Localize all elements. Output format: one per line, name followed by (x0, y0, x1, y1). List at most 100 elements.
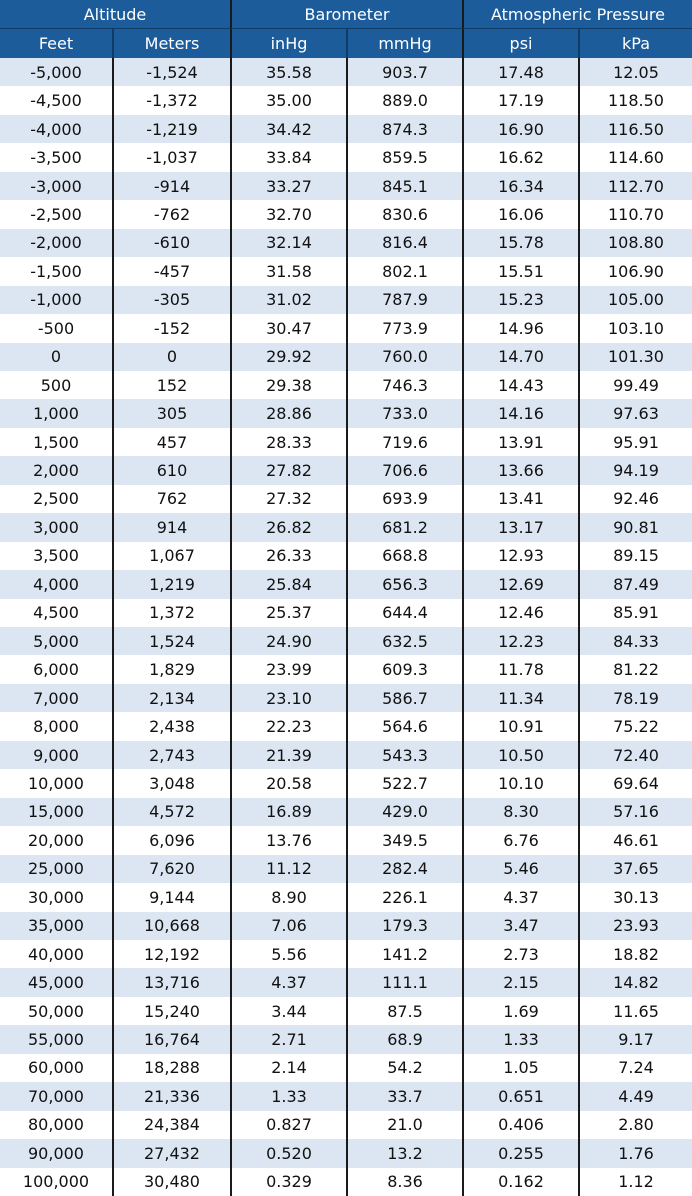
table-cell: 12.69 (462, 570, 578, 599)
table-cell: 30.13 (578, 883, 692, 912)
table-cell: 0.651 (462, 1082, 578, 1111)
table-cell: 10,668 (112, 911, 230, 940)
table-cell: 152 (112, 370, 230, 400)
table-cell: 610 (112, 456, 230, 485)
table-cell: 2,438 (112, 712, 230, 741)
table-cell: 37.65 (578, 854, 692, 884)
table-cell: 5.46 (462, 854, 578, 884)
table-cell: 8.36 (346, 1167, 462, 1196)
table-cell: 1,372 (112, 598, 230, 627)
table-cell: 26.33 (230, 541, 346, 571)
table-cell: 2,134 (112, 683, 230, 713)
table-cell: 681.2 (346, 513, 462, 542)
table-cell: 54.2 (346, 1053, 462, 1083)
table-cell: 15,000 (0, 797, 112, 827)
table-cell: 2,743 (112, 740, 230, 770)
table-cell: 22.23 (230, 712, 346, 741)
table-cell: 543.3 (346, 740, 462, 770)
table-cell: 68.9 (346, 1025, 462, 1054)
group-header: Barometer (230, 0, 462, 29)
table-cell: 802.1 (346, 257, 462, 286)
table-cell: 29.38 (230, 370, 346, 400)
table-cell: 8.90 (230, 883, 346, 912)
table-cell: 1.12 (578, 1167, 692, 1196)
table-cell: 14.82 (578, 968, 692, 997)
table-cell: 26.82 (230, 513, 346, 542)
table-cell: 13,716 (112, 968, 230, 997)
table-cell: 23.10 (230, 683, 346, 713)
table-cell: 733.0 (346, 399, 462, 428)
table-cell: 1.76 (578, 1139, 692, 1168)
table-cell: 1,524 (112, 627, 230, 656)
table-cell: -1,000 (0, 285, 112, 315)
table-cell: 108.80 (578, 228, 692, 258)
table-cell: 87.49 (578, 570, 692, 599)
table-cell: 668.8 (346, 541, 462, 571)
table-cell: 1.69 (462, 996, 578, 1026)
table-cell: 95.91 (578, 427, 692, 457)
table-cell: 0 (112, 342, 230, 371)
table-cell: 78.19 (578, 683, 692, 713)
table-cell: 787.9 (346, 285, 462, 315)
table-cell: 4,500 (0, 598, 112, 627)
table-cell: 24,384 (112, 1110, 230, 1140)
table-cell: 16.06 (462, 200, 578, 229)
table-cell: 1.05 (462, 1053, 578, 1083)
table-cell: 914 (112, 513, 230, 542)
table-cell: 14.43 (462, 370, 578, 400)
column-header: inHg (230, 29, 346, 58)
table-cell: 1,000 (0, 399, 112, 428)
column-header: kPa (578, 29, 692, 58)
table-cell: 24.90 (230, 627, 346, 656)
table-cell: 1,219 (112, 570, 230, 599)
table-cell: 4,572 (112, 797, 230, 827)
table-cell: 6,096 (112, 826, 230, 855)
table-cell: 773.9 (346, 314, 462, 343)
table-cell: 45,000 (0, 968, 112, 997)
table-cell: 32.14 (230, 228, 346, 258)
table-cell: 116.50 (578, 114, 692, 144)
table-cell: 100,000 (0, 1167, 112, 1196)
table-cell: 27.32 (230, 484, 346, 514)
table-cell: 586.7 (346, 683, 462, 713)
table-cell: 11.65 (578, 996, 692, 1026)
table-cell: 70,000 (0, 1082, 112, 1111)
table-cell: 845.1 (346, 171, 462, 201)
table-cell: 762 (112, 484, 230, 514)
table-cell: 2.14 (230, 1053, 346, 1083)
table-cell: 60,000 (0, 1053, 112, 1083)
table-cell: 112.70 (578, 171, 692, 201)
column-header: Feet (0, 29, 112, 58)
table-cell: 13.76 (230, 826, 346, 855)
table-cell: 6.76 (462, 826, 578, 855)
table-cell: 17.48 (462, 58, 578, 87)
table-cell: 3.47 (462, 911, 578, 940)
table-cell: 1.33 (230, 1082, 346, 1111)
table-cell: 3,048 (112, 769, 230, 798)
table-cell: 85.91 (578, 598, 692, 627)
table-cell: 859.5 (346, 143, 462, 172)
table-cell: 28.86 (230, 399, 346, 428)
column-header: psi (462, 29, 578, 58)
table-cell: 0.827 (230, 1110, 346, 1140)
table-cell: 3,500 (0, 541, 112, 571)
table-cell: 889.0 (346, 86, 462, 115)
table-cell: 35,000 (0, 911, 112, 940)
table-cell: 7.06 (230, 911, 346, 940)
table-cell: -1,500 (0, 257, 112, 286)
table-cell: 10.50 (462, 740, 578, 770)
table-cell: -4,000 (0, 114, 112, 144)
table-cell: 15.51 (462, 257, 578, 286)
table-cell: 141.2 (346, 939, 462, 969)
table-cell: 10.91 (462, 712, 578, 741)
table-cell: 5,000 (0, 627, 112, 656)
table-cell: 99.49 (578, 370, 692, 400)
table-cell: 12.46 (462, 598, 578, 627)
table-cell: 55,000 (0, 1025, 112, 1054)
table-cell: 46.61 (578, 826, 692, 855)
table-cell: 13.17 (462, 513, 578, 542)
table-cell: 16.89 (230, 797, 346, 827)
table-cell: 2.15 (462, 968, 578, 997)
table-cell: 746.3 (346, 370, 462, 400)
table-cell: -3,000 (0, 171, 112, 201)
